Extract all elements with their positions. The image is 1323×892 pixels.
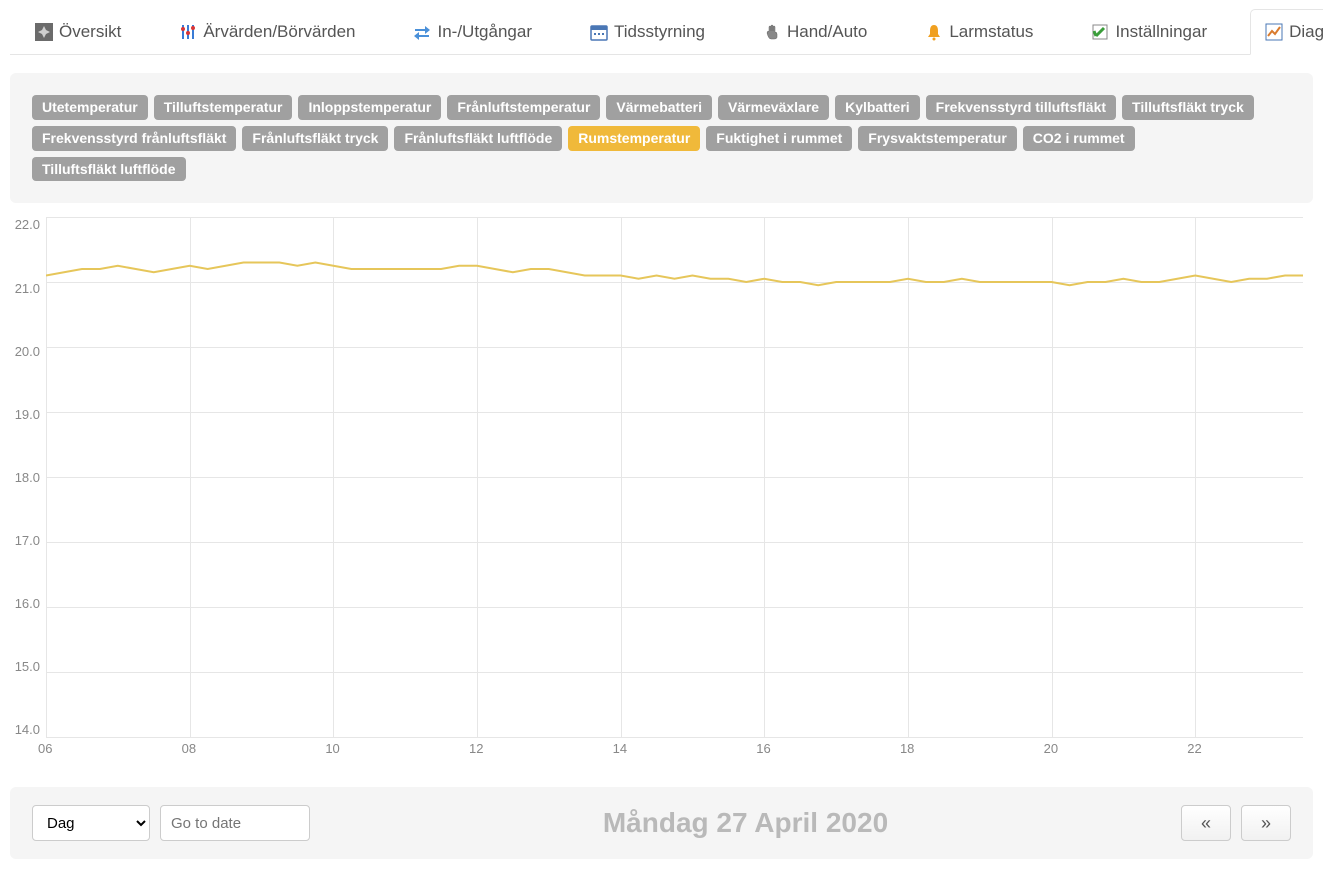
series-pill-v-rmev-xlare[interactable]: Värmeväxlare [718,95,829,120]
series-pill-fr-nluftsfl-kt-luftfl-de[interactable]: Frånluftsfläkt luftflöde [394,126,562,151]
tab-in-utg-ngar[interactable]: In-/Utgångar [398,9,547,55]
footer-bar: Dag Måndag 27 April 2020 « » [10,787,1313,859]
tab-label: Diagram [1289,22,1323,42]
series-pill-kylbatteri[interactable]: Kylbatteri [835,95,920,120]
series-pill-inloppstemperatur[interactable]: Inloppstemperatur [298,95,441,120]
x-tick-label: 14 [613,741,627,756]
tab-inst-llningar[interactable]: Inställningar [1076,9,1222,55]
tab-label: Tidsstyrning [614,22,705,42]
chart-area: 22.0 21.0 20.0 19.0 18.0 17.0 16.0 15.0 14.0 06 0… [10,217,1313,757]
y-tick-label: 19.0 [10,407,40,422]
x-tick-label: 20 [1044,741,1058,756]
tab-larmstatus[interactable]: Larmstatus [910,9,1048,55]
series-pill-fuktighet-i-rummet[interactable]: Fuktighet i rummet [706,126,852,151]
series-pill-rumstemperatur[interactable]: Rumstemperatur [568,126,700,151]
series-pill-frekvensstyrd-tilluftsfl-kt[interactable]: Frekvensstyrd tilluftsfläkt [926,95,1116,120]
prev-button[interactable]: « [1181,805,1231,841]
tab--rv-rden-b-rv-rden[interactable]: Ärvärden/Börvärden [164,9,370,55]
tab-label: In-/Utgångar [437,22,532,42]
y-axis-labels: 22.0 21.0 20.0 19.0 18.0 17.0 16.0 15.0 14.0 [10,217,46,737]
alarm-icon [925,23,943,41]
hand-auto-icon [763,23,781,41]
series-pill-fr-nluftstemperatur[interactable]: Frånluftstemperatur [447,95,600,120]
x-tick-label: 06 [38,741,52,756]
x-axis-labels: 060810121416182022 [46,737,1303,757]
y-tick-label: 21.0 [10,281,40,296]
diagram-icon [1265,23,1283,41]
series-selector-panel: UtetemperaturTilluftstemperaturInloppste… [10,73,1313,203]
tab-tidsstyrning[interactable]: Tidsstyrning [575,9,720,55]
date-heading: Måndag 27 April 2020 [320,807,1171,839]
period-select[interactable]: Dag [32,805,150,841]
x-tick-label: 10 [325,741,339,756]
series-pill-row: UtetemperaturTilluftstemperaturInloppste… [32,95,1291,181]
tab-hand-auto[interactable]: Hand/Auto [748,9,882,55]
y-tick-label: 22.0 [10,217,40,232]
y-tick-label: 20.0 [10,344,40,359]
go-to-date-input[interactable] [160,805,310,841]
series-pill-tilluftstemperatur[interactable]: Tilluftstemperatur [154,95,293,120]
values-icon [179,23,197,41]
series-pill-frysvaktstemperatur[interactable]: Frysvaktstemperatur [858,126,1017,151]
series-pill-fr-nluftsfl-kt-tryck[interactable]: Frånluftsfläkt tryck [242,126,388,151]
series-pill-v-rmebatteri[interactable]: Värmebatteri [606,95,712,120]
line-chart[interactable] [46,217,1303,737]
series-pill-tilluftsfl-kt-luftfl-de[interactable]: Tilluftsfläkt luftflöde [32,157,186,182]
tab-label: Ärvärden/Börvärden [203,22,355,42]
y-tick-label: 18.0 [10,470,40,485]
series-pill-tilluftsfl-kt-tryck[interactable]: Tilluftsfläkt tryck [1122,95,1254,120]
io-icon [413,23,431,41]
x-tick-label: 22 [1187,741,1201,756]
y-tick-label: 17.0 [10,533,40,548]
y-tick-label: 16.0 [10,596,40,611]
tab-label: Hand/Auto [787,22,867,42]
x-tick-label: 18 [900,741,914,756]
overview-icon [35,23,53,41]
next-button[interactable]: » [1241,805,1291,841]
y-tick-label: 15.0 [10,659,40,674]
tab--versikt[interactable]: Översikt [20,9,136,55]
series-pill-frekvensstyrd-fr-nluftsfl-kt[interactable]: Frekvensstyrd frånluftsfläkt [32,126,236,151]
tab-label: Larmstatus [949,22,1033,42]
tab-diagram[interactable]: Diagram [1250,9,1323,55]
series-pill-co2-i-rummet[interactable]: CO2 i rummet [1023,126,1135,151]
x-tick-label: 16 [756,741,770,756]
y-tick-label: 14.0 [10,722,40,737]
tab-label: Översikt [59,22,121,42]
tab-label: Inställningar [1115,22,1207,42]
top-tabs: Översikt Ärvärden/Börvärden In-/Utgångar Ti… [10,0,1313,55]
x-tick-label: 08 [182,741,196,756]
scheduling-icon [590,23,608,41]
series-pill-utetemperatur[interactable]: Utetemperatur [32,95,148,120]
settings-icon [1091,23,1109,41]
x-tick-label: 12 [469,741,483,756]
